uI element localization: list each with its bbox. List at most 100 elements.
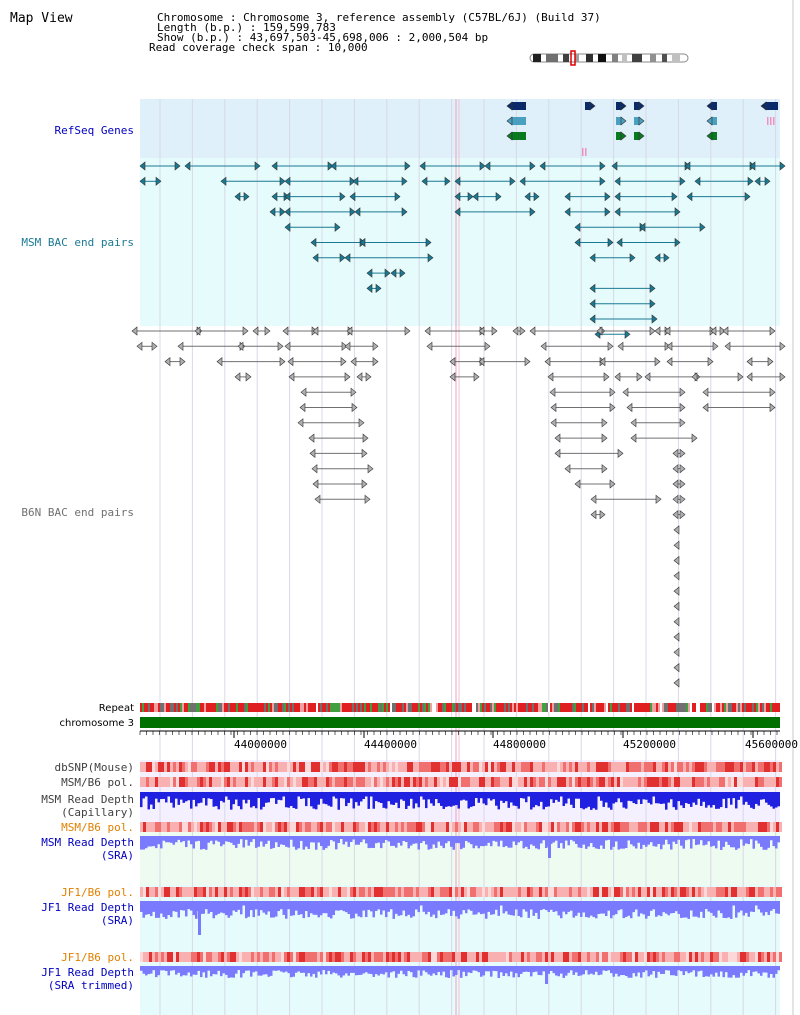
polymorphism-cell <box>680 822 683 832</box>
read-depth-bar <box>462 792 465 800</box>
polymorphism-cell <box>275 887 278 897</box>
polymorphism-cell <box>293 777 296 787</box>
label-jf1-read-depth-sra[interactable]: JF1 Read Depth <box>41 901 134 914</box>
repeat-segment <box>540 703 542 712</box>
axis-tick-label: 44400000 <box>364 738 417 751</box>
polymorphism-cell <box>419 952 422 962</box>
polymorphism-cell <box>209 762 212 772</box>
label-msm-b6-pol-sra[interactable]: MSM/B6 pol. <box>61 821 134 834</box>
polymorphism-cell <box>371 762 374 772</box>
repeat-segment <box>434 703 436 712</box>
bac-end-icon <box>136 341 143 351</box>
repeat-segment <box>682 703 684 712</box>
polymorphism-cell <box>665 952 668 962</box>
label-jf1-b6-pol-trim[interactable]: JF1/B6 pol. <box>61 951 134 964</box>
polymorphism-cell <box>359 952 362 962</box>
bottom-tracks-layer[interactable] <box>140 762 782 984</box>
polymorphism-cell <box>260 887 263 897</box>
repeat-track[interactable] <box>140 703 780 712</box>
read-depth-bar <box>372 901 375 918</box>
read-depth-bar <box>510 836 513 848</box>
read-depth-bar <box>510 792 513 803</box>
polymorphism-cell <box>572 777 575 787</box>
repeat-segment <box>418 703 420 712</box>
read-depth-bar <box>687 836 690 840</box>
read-depth-bar <box>622 836 625 849</box>
label-msm-b6-pol[interactable]: MSM/B6 pol. <box>61 776 134 789</box>
read-depth-bar <box>575 966 578 973</box>
read-depth-bar <box>457 901 460 919</box>
label-jf1-b6-pol[interactable]: JF1/B6 pol. <box>61 886 134 899</box>
repeat-segment <box>510 703 512 712</box>
read-depth-bar <box>365 966 368 973</box>
polymorphism-cell <box>218 822 221 832</box>
label-msm-read-depth-sra[interactable]: MSM Read Depth <box>41 836 134 849</box>
chromosome-ideogram[interactable] <box>529 50 689 66</box>
refseq-genes-layer[interactable] <box>506 101 778 156</box>
read-depth-bar <box>385 792 388 809</box>
b6n-bac-pairs-layer[interactable] <box>131 326 786 688</box>
read-depth-bar <box>642 966 645 973</box>
polymorphism-cell <box>326 952 329 962</box>
polymorphism-cell <box>440 822 443 832</box>
polymorphism-cell <box>314 762 317 772</box>
polymorphism-cell <box>215 762 218 772</box>
polymorphism-cell <box>662 777 665 787</box>
polymorphism-cell <box>185 762 188 772</box>
polymorphism-cell <box>779 822 782 832</box>
polymorphism-cell <box>164 822 167 832</box>
polymorphism-cell <box>617 887 620 897</box>
read-depth-bar <box>255 966 258 972</box>
polymorphism-cell <box>434 822 437 832</box>
bac-end-icon <box>609 479 616 489</box>
read-depth-bar <box>627 901 630 916</box>
polymorphism-cell <box>269 822 272 832</box>
polymorphism-cell <box>329 952 332 962</box>
gene-marker <box>582 148 584 156</box>
read-depth-bar <box>642 836 645 845</box>
repeat-segment <box>568 703 570 712</box>
polymorphism-cell <box>296 822 299 832</box>
read-depth-bar <box>260 792 263 810</box>
read-depth-bar <box>232 966 235 978</box>
read-depth-bar <box>287 966 290 974</box>
read-depth-bar <box>515 836 518 846</box>
msm-bac-pairs-layer[interactable] <box>139 161 786 339</box>
track-label-refseq[interactable]: RefSeq Genes <box>55 124 134 137</box>
polymorphism-cell <box>608 762 611 772</box>
b6n-bac-track-bg <box>140 326 780 698</box>
polymorphism-cell <box>182 762 185 772</box>
polymorphism-cell <box>620 952 623 962</box>
read-depth-bar <box>437 901 440 911</box>
read-depth-bar <box>680 901 683 918</box>
read-depth-bar <box>150 901 153 917</box>
read-depth-bar <box>355 836 358 845</box>
polymorphism-cell <box>500 822 503 832</box>
read-depth-bar <box>440 901 443 915</box>
polymorphism-cell <box>725 822 728 832</box>
read-depth-bar <box>460 901 463 915</box>
read-depth-bar <box>447 792 450 807</box>
polymorphism-cell <box>722 952 725 962</box>
polymorphism-cell <box>482 762 485 772</box>
read-depth-bar <box>495 792 498 806</box>
bac-end-icon <box>672 448 679 459</box>
label-dbsnp[interactable]: dbSNP(Mouse) <box>55 761 134 774</box>
polymorphism-cell <box>485 887 488 897</box>
read-depth-bar <box>640 901 643 914</box>
read-depth-bar <box>752 901 755 913</box>
read-depth-bar <box>330 966 333 975</box>
read-depth-bar <box>255 792 258 809</box>
read-depth-bar <box>347 901 350 915</box>
bac-end-icon <box>604 191 611 202</box>
gene-feature <box>712 117 717 125</box>
bac-end-icon <box>589 314 596 324</box>
polymorphism-cell <box>635 822 638 832</box>
read-depth-bar <box>147 836 150 847</box>
label-jf1-read-depth-trim[interactable]: JF1 Read Depth <box>41 966 134 979</box>
track-label-msm-bac[interactable]: MSM BAC end pairs <box>21 236 134 249</box>
polymorphism-cell <box>623 777 626 787</box>
track-label-b6n-bac[interactable]: B6N BAC end pairs <box>21 506 134 519</box>
label-msm-read-depth-cap[interactable]: MSM Read Depth <box>41 793 134 806</box>
polymorphism-cell <box>488 952 491 962</box>
